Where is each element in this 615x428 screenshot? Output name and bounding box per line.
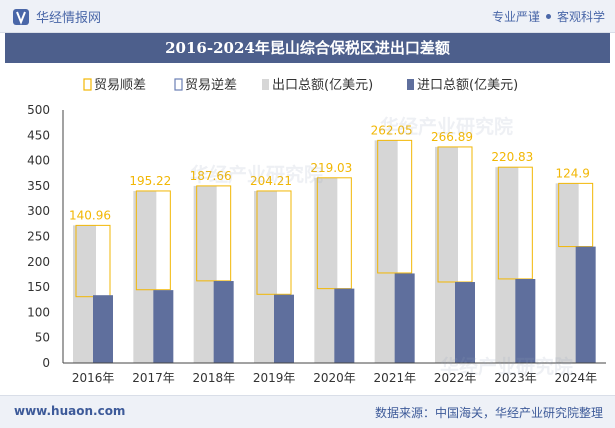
tagline-right: 客观科学	[556, 10, 605, 24]
y-tick-label-10: 500	[27, 103, 50, 117]
y-tick-label-2: 100	[27, 305, 50, 319]
y-tick-label-6: 300	[27, 204, 50, 218]
y-tick-label-8: 400	[27, 154, 50, 168]
x-tick-label-4: 2020年	[313, 371, 356, 385]
x-tick-label-0: 2016年	[72, 371, 115, 385]
import-bar-0	[93, 295, 113, 363]
surplus-box-7	[497, 166, 533, 280]
x-tick-label-8: 2024年	[555, 371, 598, 385]
surplus-label-8: 124.9	[555, 166, 589, 180]
surplus-label-0: 140.96	[69, 208, 111, 222]
surplus-label-5: 262.05	[371, 123, 413, 137]
chart-area: 贸易顺差 贸易逆差 出口总额(亿美元) 进口总额(亿美元) 0 50 100 150 200 25…	[0, 66, 615, 394]
surplus-box-3	[256, 190, 292, 295]
import-bar-7	[515, 279, 536, 363]
x-tick-label-2: 2018年	[193, 371, 236, 385]
legend-swatch-2	[262, 79, 269, 90]
surplus-label-3: 204.21	[250, 174, 292, 188]
x-tick-label-3: 2019年	[253, 371, 296, 385]
import-bar-1	[153, 290, 174, 363]
y-tick-label-3: 150	[27, 280, 50, 294]
export-bar-8	[555, 183, 579, 363]
import-bar-2	[213, 281, 234, 363]
tagline: 专业严谨 客观科学	[492, 8, 605, 25]
legend-swatch-1	[174, 78, 183, 91]
surplus-box-2	[196, 185, 232, 282]
top-bar: 华经情报网 专业严谨 客观科学	[0, 0, 615, 33]
surplus-box-1	[135, 190, 171, 291]
import-bar-4	[334, 288, 355, 363]
export-bar-5	[374, 140, 398, 363]
y-tick-label-4: 200	[27, 255, 50, 269]
y-tick-label-5: 250	[27, 230, 50, 244]
x-tick-label-6: 2022年	[434, 371, 477, 385]
legend-label-1: 贸易逆差	[185, 77, 237, 93]
import-bar-5	[394, 273, 415, 363]
chart-svg: 贸易顺差 贸易逆差 出口总额(亿美元) 进口总额(亿美元) 0 50 100 150 200 25…	[27, 77, 606, 385]
chart-title: 2016-2024年昆山综合保税区进出口差额	[5, 33, 610, 63]
export-bar-1	[133, 190, 157, 363]
export-bar-0	[73, 225, 96, 363]
surplus-box-6	[437, 146, 473, 283]
export-bar-2	[193, 185, 217, 363]
y-tick-label-0: 0	[42, 356, 50, 370]
footer: www.huaon.com 数据来源：中国海关，华经产业研究院整理	[0, 395, 615, 428]
legend-label-2: 出口总额(亿美元)	[272, 78, 373, 93]
export-bar-6	[435, 146, 458, 363]
brand-name: 华经情报网	[36, 11, 102, 26]
surplus-box-5	[377, 139, 413, 274]
y-tick-label-9: 450	[27, 128, 50, 142]
brand-logo-icon	[13, 8, 29, 25]
x-tick-label-7: 2023年	[494, 371, 537, 385]
legend-label-3: 进口总额(亿美元)	[417, 78, 518, 93]
y-tick-label-1: 50	[35, 331, 50, 345]
tagline-left: 专业严谨	[491, 10, 540, 24]
surplus-label-6: 266.89	[431, 130, 473, 144]
legend-swatch-3	[407, 79, 414, 90]
export-bar-7	[495, 167, 519, 363]
import-bar-6	[455, 282, 475, 363]
surplus-label-4: 219.03	[310, 161, 352, 175]
surplus-box-8	[558, 182, 594, 248]
footer-source: 数据来源：中国海关，华经产业研究院整理	[374, 406, 603, 420]
surplus-label-7: 220.83	[491, 150, 533, 164]
surplus-label-2: 187.66	[190, 169, 232, 183]
import-bar-8	[575, 246, 596, 363]
footer-url[interactable]: www.huaon.com	[14, 404, 126, 418]
x-tick-label-1: 2017年	[132, 371, 175, 385]
export-bar-3	[254, 190, 277, 363]
surplus-label-1: 195.22	[129, 174, 171, 188]
y-tick-label-7: 350	[27, 179, 50, 193]
export-bar-4	[314, 177, 338, 363]
brand[interactable]: 华经情报网	[12, 7, 101, 26]
legend-label-0: 贸易顺差	[94, 78, 146, 93]
x-tick-label-5: 2021年	[374, 371, 417, 385]
dot-separator-icon	[545, 14, 551, 19]
legend-swatch-0	[83, 78, 92, 91]
import-bar-3	[274, 294, 294, 363]
